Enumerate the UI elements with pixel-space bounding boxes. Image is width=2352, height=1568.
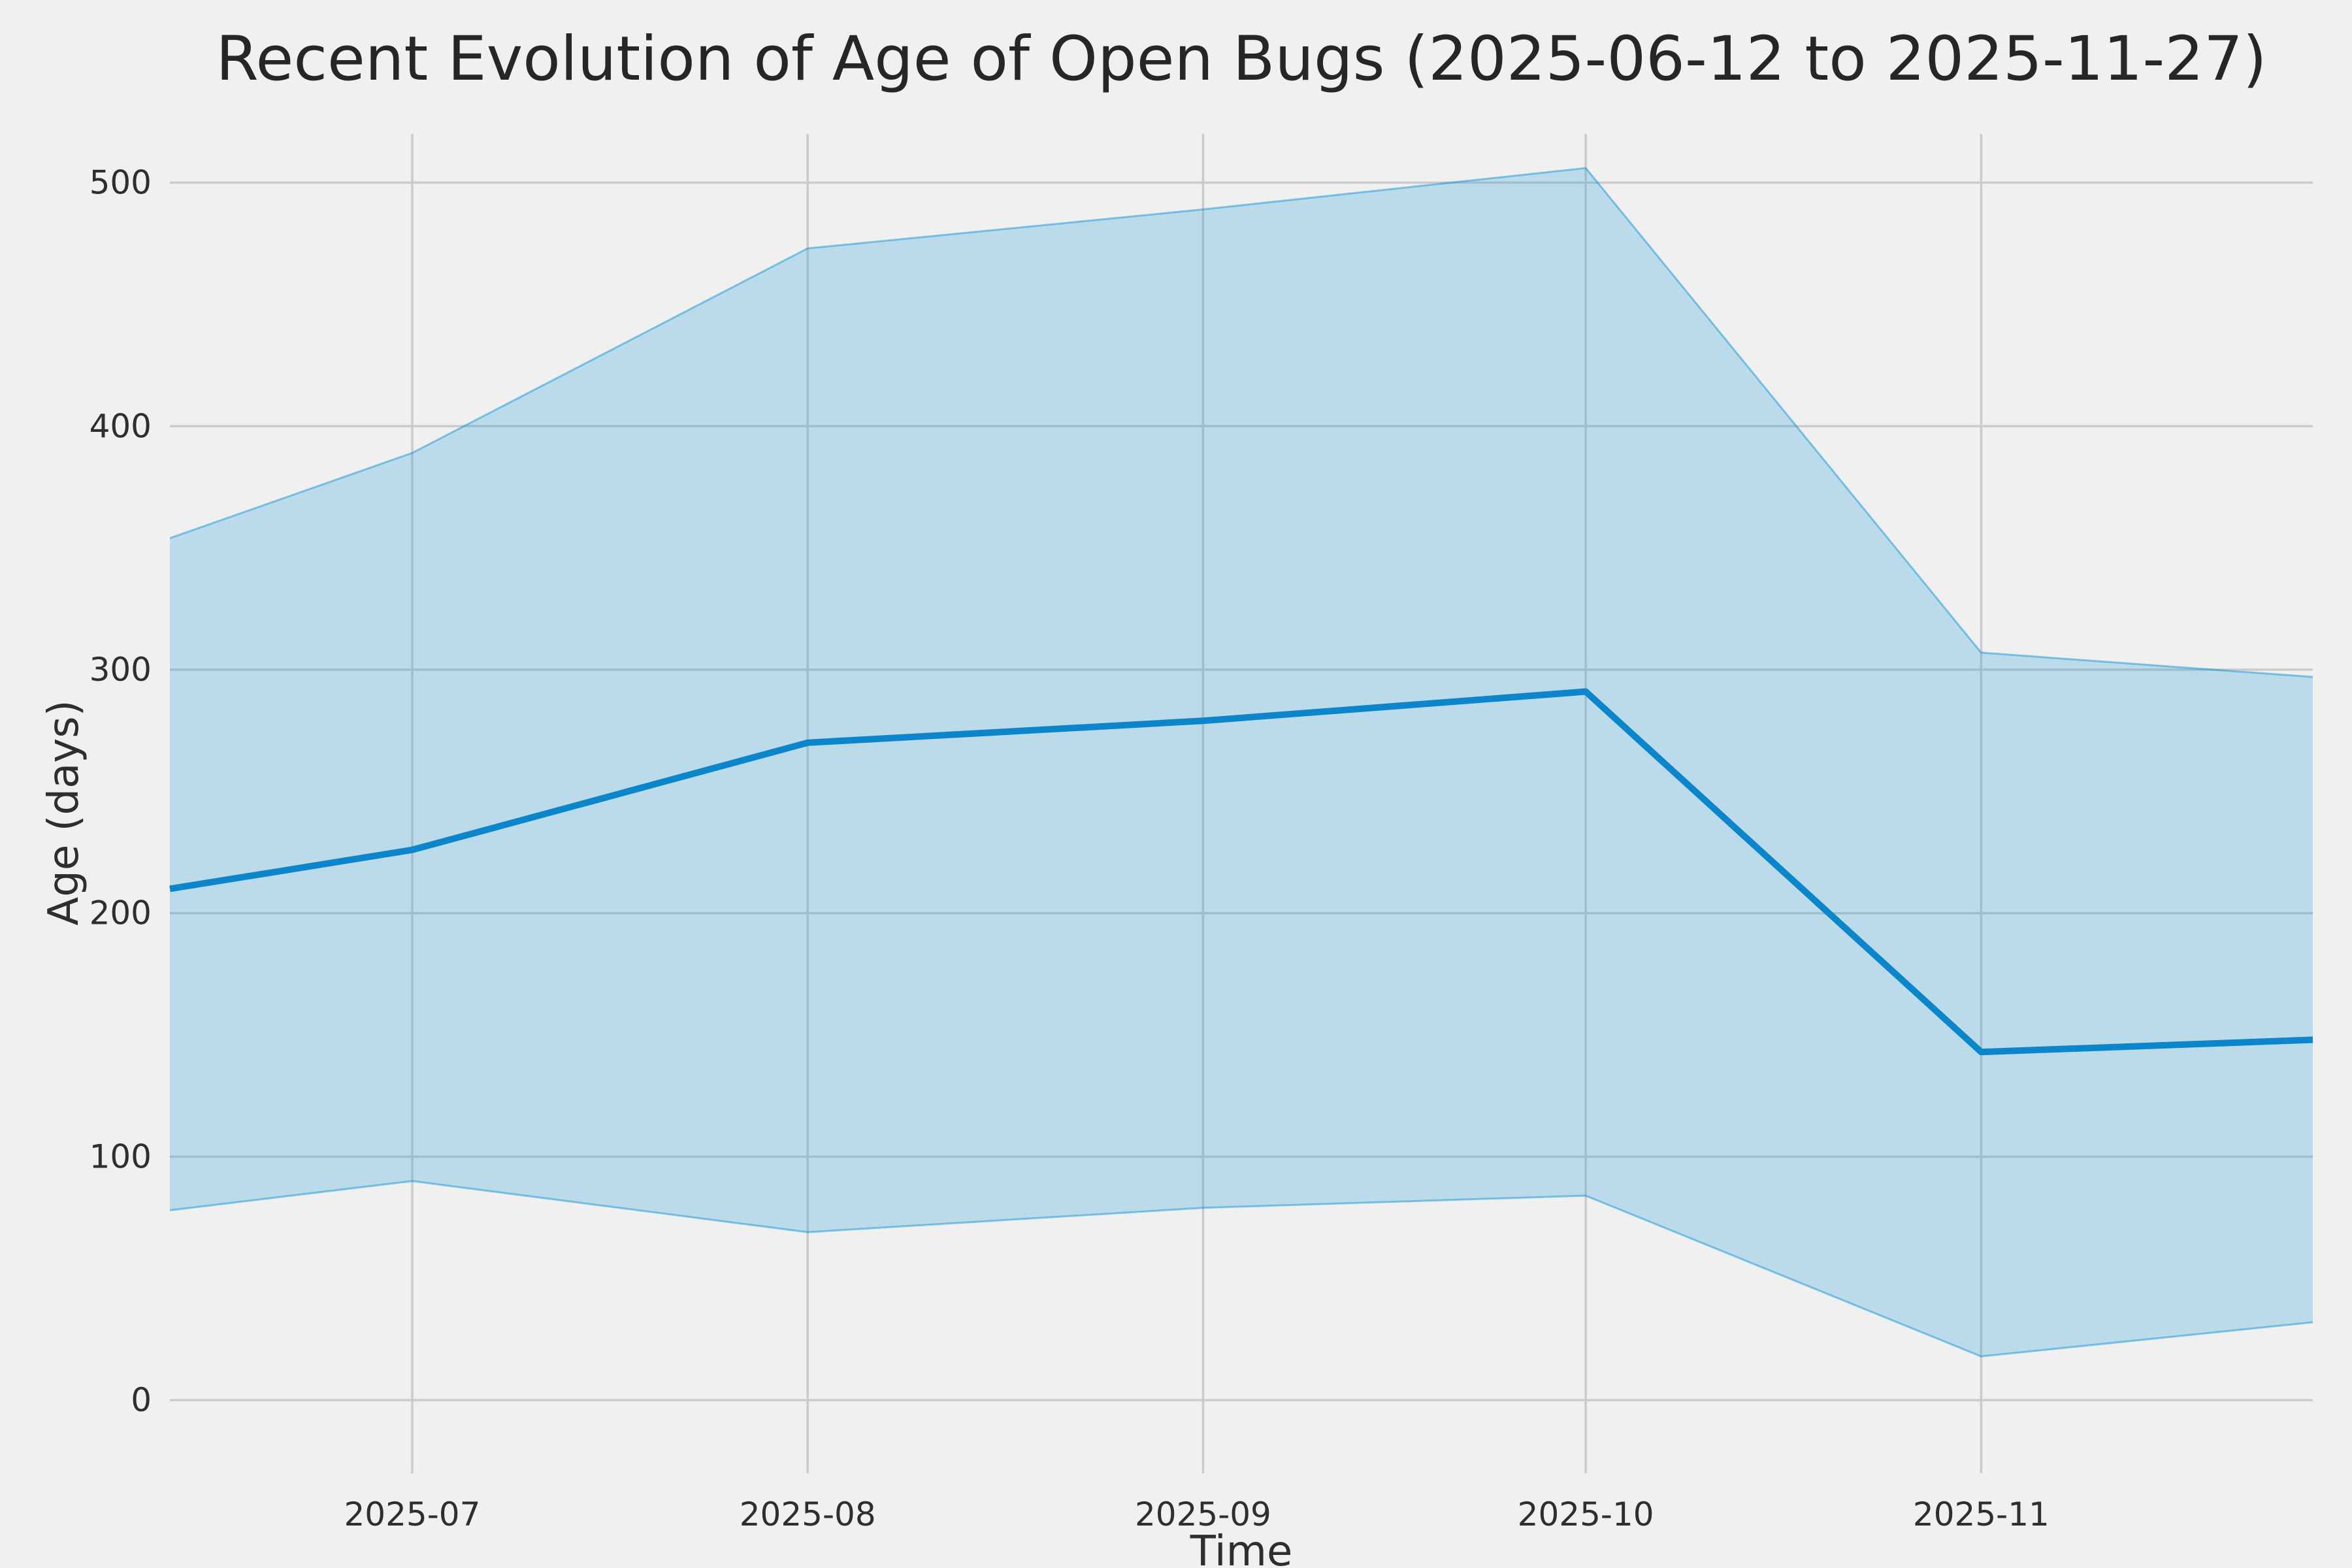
confidence-band: [169, 167, 2313, 1358]
x-tick-label: 2025-10: [1518, 1495, 1654, 1533]
mean-line: [169, 688, 2313, 1056]
y-tick-label: 300: [90, 651, 152, 689]
y-tick-label: 100: [90, 1137, 152, 1175]
band-upper-edge: [169, 167, 2313, 678]
y-axis-label: Age (days): [40, 700, 88, 926]
y-tick-label: 400: [90, 407, 152, 445]
gridlines: [170, 134, 2313, 1473]
y-tick-labels: 0 100 200 300 400 500: [90, 164, 152, 1420]
x-tick-label: 2025-09: [1135, 1495, 1271, 1533]
x-axis-label: Time: [1190, 1527, 1293, 1568]
x-tick-label: 2025-07: [344, 1495, 480, 1533]
x-tick-label: 2025-08: [740, 1495, 876, 1533]
band-fill: [170, 168, 2313, 1357]
y-tick-label: 200: [90, 894, 152, 932]
y-tick-label: 500: [90, 164, 152, 202]
y-tick-label: 0: [131, 1381, 152, 1419]
x-tick-label: 2025-11: [1913, 1495, 2050, 1533]
mean-line-path: [169, 688, 2313, 1056]
x-tick-labels: 2025-07 2025-08 2025-09 2025-10 2025-11: [344, 1495, 2049, 1533]
band-lower-edge: [169, 1180, 2313, 1358]
chart-title: Recent Evolution of Age of Open Bugs (20…: [216, 24, 2267, 95]
